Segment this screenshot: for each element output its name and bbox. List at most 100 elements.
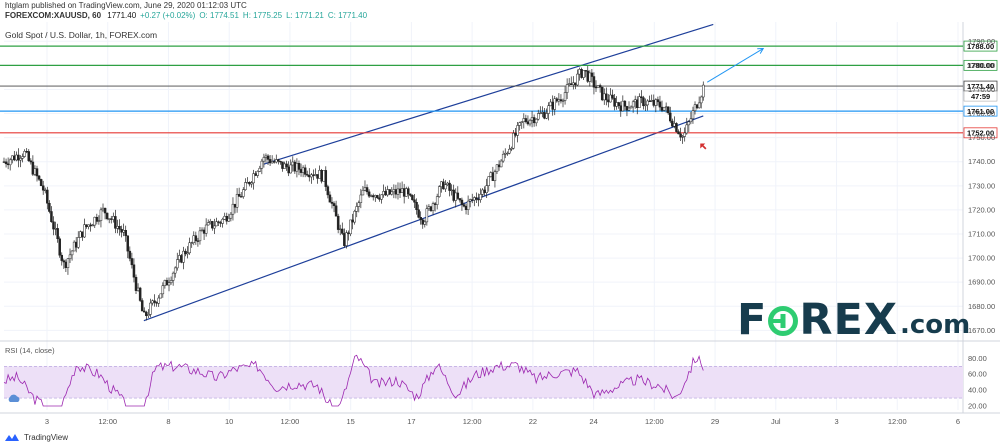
candle <box>621 95 625 112</box>
projection-arrow-head <box>757 47 765 54</box>
candle <box>200 227 204 232</box>
candle <box>384 186 387 197</box>
candle <box>545 108 548 120</box>
candle <box>314 168 317 177</box>
time-tick-label: 22 <box>529 417 537 426</box>
candle <box>580 67 583 79</box>
ohlc-item: O: 1774.51 <box>199 11 239 20</box>
candle <box>489 171 493 178</box>
candle <box>437 185 441 198</box>
candle <box>466 195 470 216</box>
candle <box>252 169 255 190</box>
candle <box>658 95 662 111</box>
price-tick-label: 1720.00 <box>968 205 995 214</box>
candle <box>186 246 189 259</box>
candle <box>110 215 113 224</box>
candle <box>534 118 538 127</box>
candle <box>178 249 181 263</box>
candle <box>341 222 344 236</box>
candle <box>149 298 152 318</box>
candle <box>549 98 552 107</box>
candle <box>81 231 84 241</box>
candle <box>586 66 590 83</box>
candle <box>361 185 365 196</box>
annotations[interactable] <box>700 47 765 150</box>
trend-channel[interactable] <box>143 23 714 322</box>
candle <box>421 218 424 229</box>
time-tick-label: 12:00 <box>888 417 907 426</box>
rsi-line <box>3 354 704 407</box>
candle <box>85 224 88 229</box>
candle <box>279 160 282 165</box>
candle <box>233 203 237 214</box>
candle <box>631 99 635 113</box>
candle <box>506 151 509 156</box>
candle <box>336 213 340 234</box>
candle <box>145 310 148 321</box>
candle <box>97 215 101 225</box>
candle <box>390 187 394 196</box>
candle <box>660 100 664 113</box>
candle <box>211 221 214 231</box>
candle <box>192 231 196 246</box>
candle <box>415 198 418 215</box>
candle <box>675 122 678 133</box>
price-axis[interactable]: 1670.00 1680.00 1690.00 1700.00 1710.00 1720.… <box>968 37 995 411</box>
candle <box>70 250 74 261</box>
symbol-label[interactable]: FOREXCOM:XAUUSD, 60 <box>5 11 102 20</box>
projection-arrow[interactable] <box>707 48 764 83</box>
candle <box>74 236 78 253</box>
candle <box>77 231 80 249</box>
logo-o-icon <box>768 305 799 337</box>
candle <box>281 161 284 172</box>
ohlc-item: H: 1775.25 <box>242 11 283 20</box>
candle <box>351 213 354 230</box>
candle <box>485 178 488 198</box>
candle <box>567 78 571 87</box>
candle <box>303 164 307 178</box>
candle <box>448 180 451 197</box>
candle <box>516 121 519 143</box>
marker-arrow-icon[interactable] <box>700 143 707 150</box>
channel-upper-line[interactable] <box>263 23 714 165</box>
candle <box>380 194 383 204</box>
price-tick-label: 1680.00 <box>968 302 995 311</box>
time-axis[interactable]: 3 12:00 8 10 12:00 15 17 12:00 22 24 12:00 29 Jul 3 12… <box>45 417 960 426</box>
candle <box>277 158 280 165</box>
candle <box>493 169 497 188</box>
cloud-icon[interactable] <box>7 394 21 403</box>
candle <box>215 217 218 227</box>
channel-lower-line[interactable] <box>143 115 704 322</box>
logo-letters-rex: REX <box>799 294 899 345</box>
candle <box>671 118 674 128</box>
candle <box>640 90 643 104</box>
candle <box>112 212 115 223</box>
candle <box>409 193 412 197</box>
candle <box>165 277 169 286</box>
candle <box>402 183 406 204</box>
candle <box>316 174 319 184</box>
candle <box>417 204 420 219</box>
candle <box>565 78 569 99</box>
candle <box>116 219 119 234</box>
candle <box>376 194 379 200</box>
candle <box>4 158 8 168</box>
candle <box>95 213 99 225</box>
ohlc-item: C: 1771.40 <box>327 11 368 20</box>
candle <box>308 168 311 182</box>
candle <box>270 155 274 164</box>
level-tag-label: 1761.00 <box>967 107 994 116</box>
candle <box>689 111 693 125</box>
candle <box>15 151 18 162</box>
candle <box>250 180 253 188</box>
candle <box>101 203 105 212</box>
price-tick-label: 1710.00 <box>968 230 995 239</box>
tradingview-logo-icon <box>5 434 19 441</box>
level-tag <box>963 40 998 52</box>
candle <box>128 246 132 262</box>
candle <box>349 219 352 237</box>
candle <box>605 87 608 106</box>
candle <box>353 209 356 225</box>
